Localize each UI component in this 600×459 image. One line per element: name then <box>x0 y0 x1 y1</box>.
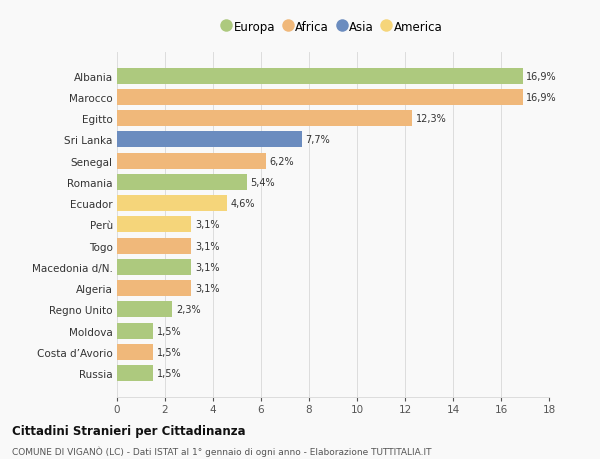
Bar <box>117 217 191 233</box>
Bar <box>117 196 227 212</box>
Bar <box>117 153 266 169</box>
Text: 3,1%: 3,1% <box>195 241 220 251</box>
Bar <box>117 323 153 339</box>
Text: 12,3%: 12,3% <box>416 114 446 124</box>
Text: 1,5%: 1,5% <box>157 369 181 378</box>
Bar <box>117 280 191 297</box>
Text: 3,1%: 3,1% <box>195 263 220 272</box>
Text: Cittadini Stranieri per Cittadinanza: Cittadini Stranieri per Cittadinanza <box>12 425 245 437</box>
Text: 7,7%: 7,7% <box>305 135 330 145</box>
Text: 4,6%: 4,6% <box>231 199 256 209</box>
Bar <box>117 68 523 84</box>
Text: 5,4%: 5,4% <box>250 178 275 187</box>
Legend: Europa, Africa, Asia, America: Europa, Africa, Asia, America <box>220 17 446 37</box>
Text: 3,1%: 3,1% <box>195 220 220 230</box>
Bar <box>117 302 172 318</box>
Text: 3,1%: 3,1% <box>195 284 220 294</box>
Bar <box>117 238 191 254</box>
Text: 16,9%: 16,9% <box>526 72 557 81</box>
Bar <box>117 111 412 127</box>
Text: 1,5%: 1,5% <box>157 326 181 336</box>
Bar <box>117 90 523 106</box>
Text: COMUNE DI VIGANÒ (LC) - Dati ISTAT al 1° gennaio di ogni anno - Elaborazione TUT: COMUNE DI VIGANÒ (LC) - Dati ISTAT al 1°… <box>12 445 431 456</box>
Bar <box>117 132 302 148</box>
Bar <box>117 344 153 360</box>
Text: 16,9%: 16,9% <box>526 93 557 103</box>
Text: 2,3%: 2,3% <box>176 305 200 315</box>
Bar <box>117 365 153 381</box>
Bar <box>117 174 247 190</box>
Text: 1,5%: 1,5% <box>157 347 181 357</box>
Text: 6,2%: 6,2% <box>269 156 294 166</box>
Bar <box>117 259 191 275</box>
